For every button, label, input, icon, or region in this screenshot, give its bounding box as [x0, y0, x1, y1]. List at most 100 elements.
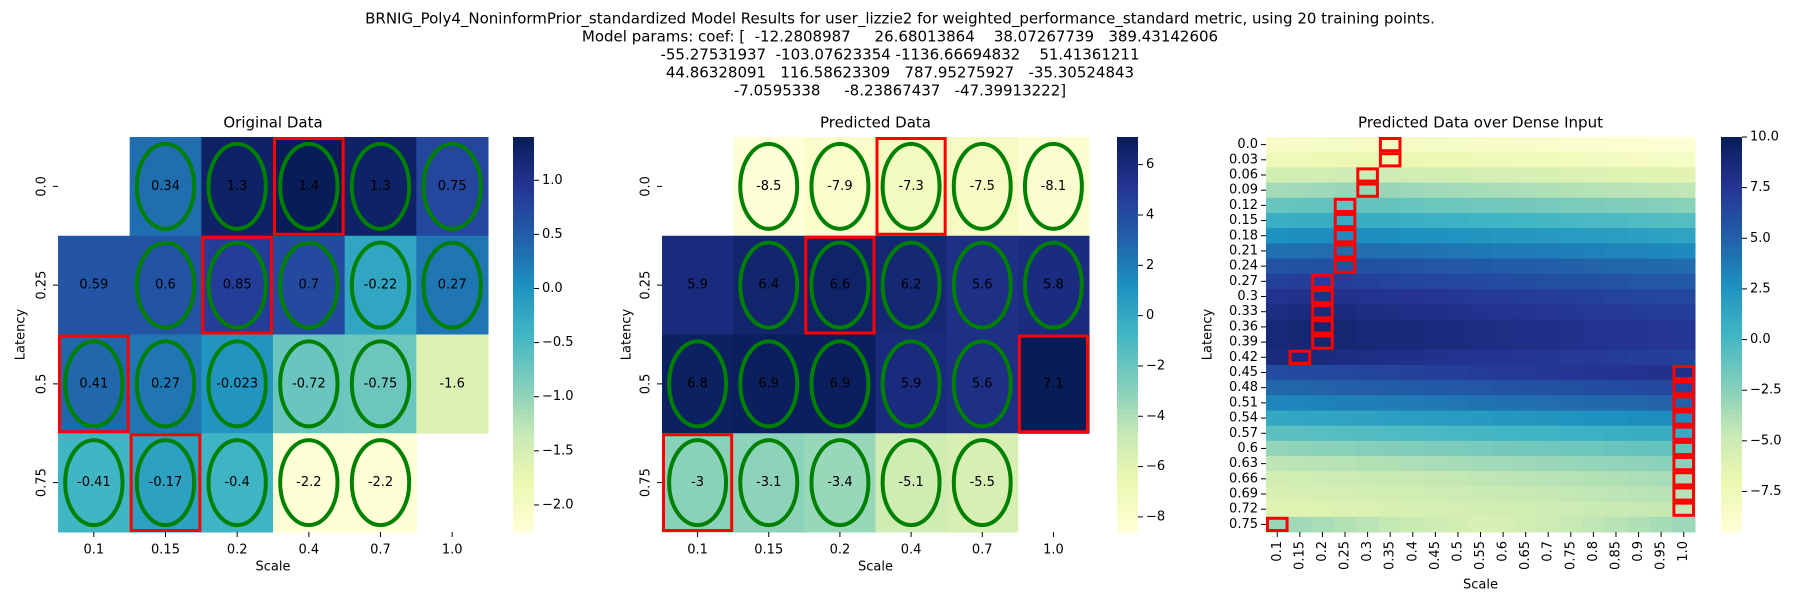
heatmap-cell	[1424, 228, 1448, 244]
heatmap-cell	[1672, 212, 1696, 229]
colorbar-strip	[1117, 220, 1138, 227]
heatmap-cell	[1356, 212, 1380, 229]
heatmap-cell	[1424, 440, 1448, 457]
heatmap-cell	[1649, 258, 1673, 275]
heatmap-cell	[1266, 288, 1290, 305]
x-tick-label: 1.0	[1676, 541, 1691, 562]
training-point-marker	[880, 339, 942, 429]
heatmap-cell	[1266, 456, 1290, 472]
heatmap-cell	[1469, 243, 1493, 260]
colorbar-strip	[1721, 196, 1742, 202]
heatmap-cell	[1446, 167, 1470, 184]
heatmap-cell	[1649, 197, 1673, 214]
heatmap-cell	[1446, 288, 1470, 305]
cell-label: 0.27	[438, 278, 467, 293]
heatmap-cell	[1514, 167, 1538, 184]
heatmap-cell	[1582, 182, 1606, 199]
heatmap-cell	[1333, 425, 1357, 442]
colorbar-strip	[1721, 522, 1742, 528]
heatmap-cell	[1356, 395, 1380, 411]
heatmap-cell	[1288, 364, 1312, 381]
heatmap-cell	[1378, 456, 1402, 472]
heatmap-cell	[1649, 471, 1673, 487]
cell-label: 0.41	[79, 376, 108, 391]
training-point-marker	[421, 141, 483, 231]
heatmap-cell	[1469, 212, 1493, 229]
cell-label: 6.8	[687, 376, 708, 391]
heatmap-cell	[1604, 516, 1628, 533]
heatmap-cell	[875, 137, 948, 237]
heatmap-cell	[1627, 319, 1651, 335]
heatmap-cell	[1266, 212, 1290, 229]
heatmap-cell	[1604, 425, 1628, 442]
heatmap-cell	[1401, 152, 1425, 168]
suptitle-line: -7.0595338 -8.23867437 -47.39913222]	[734, 82, 1066, 100]
heatmap-cell	[201, 433, 274, 533]
heatmap-cell	[1627, 395, 1651, 411]
heatmap-cell	[1649, 319, 1673, 335]
heatmap-cell	[1424, 288, 1448, 305]
colorbar-strip	[513, 295, 534, 301]
heatmap-cell	[1559, 501, 1583, 518]
heatmap-cell	[1288, 212, 1312, 229]
training-point-marker	[951, 141, 1013, 231]
y-axis-label: Latency	[620, 309, 635, 361]
y-tick-label: 0.66	[1229, 471, 1258, 486]
y-axis-label: Latency	[14, 309, 29, 361]
cell-label: -8.1	[1041, 179, 1066, 194]
cell-label: -2.2	[296, 475, 321, 490]
colorbar-strip	[1721, 309, 1742, 316]
cell-label: 6.4	[758, 278, 779, 293]
row-max-marker	[804, 235, 876, 335]
heatmap-cell	[1649, 228, 1673, 244]
colorbar-strip	[1117, 206, 1138, 212]
colorbar-strip	[1721, 141, 1742, 148]
heatmap-cell	[1424, 516, 1448, 533]
colorbar-strip	[1721, 225, 1742, 232]
y-tick-label: 0.57	[1229, 426, 1258, 441]
heatmap-cell	[804, 433, 876, 533]
heatmap-cell	[1446, 471, 1470, 487]
heatmap-cell	[1288, 228, 1312, 244]
heatmap-cell	[1536, 258, 1561, 275]
heatmap-cell	[1627, 167, 1651, 184]
colorbar-strip	[1117, 260, 1138, 266]
colorbar-strip	[1721, 453, 1742, 459]
x-tick-label: 0.8	[1586, 541, 1601, 562]
heatmap-cell	[1604, 471, 1628, 487]
heatmap-cell	[1311, 258, 1335, 275]
heatmap-cell	[1378, 364, 1402, 381]
heatmap-cell	[1311, 516, 1335, 533]
heatmap-cell	[946, 334, 1019, 434]
colorbar-tick-label: 6	[1146, 157, 1154, 172]
heatmap-cell	[1401, 456, 1425, 472]
y-tick-label: 0.48	[1229, 380, 1258, 395]
heatmap-cell	[416, 334, 489, 434]
heatmap-cell	[1401, 501, 1425, 518]
heatmap-cell	[1378, 380, 1402, 396]
heatmap-cell	[1333, 410, 1357, 427]
x-tick-label: 0.4	[901, 543, 922, 558]
colorbar-strip	[513, 255, 534, 262]
colorbar-strip	[1117, 522, 1138, 528]
heatmap-cell	[416, 235, 489, 335]
training-point-marker	[206, 240, 268, 330]
colorbar-strip	[513, 433, 534, 439]
heatmap-cell	[1446, 516, 1470, 533]
colorbar-strip	[1721, 467, 1742, 474]
heatmap-cell	[1311, 197, 1335, 214]
heatmap-cell	[344, 137, 417, 237]
x-tick-label: 0.2	[227, 543, 248, 558]
heatmap-cell	[1446, 304, 1470, 320]
cell-label: -0.17	[149, 475, 183, 490]
colorbar-strip	[1721, 433, 1742, 439]
heatmap-cell	[1582, 167, 1606, 184]
colorbar-strip	[1721, 230, 1742, 237]
heatmap-cell	[1356, 243, 1380, 260]
x-tick-label: 0.65	[1518, 541, 1533, 570]
heatmap-cell	[1266, 167, 1290, 184]
heatmap-cell	[58, 235, 131, 335]
heatmap-cell	[1446, 395, 1470, 411]
colorbar-strip	[513, 497, 534, 503]
colorbar-tick-label: 0.0	[1750, 332, 1771, 347]
